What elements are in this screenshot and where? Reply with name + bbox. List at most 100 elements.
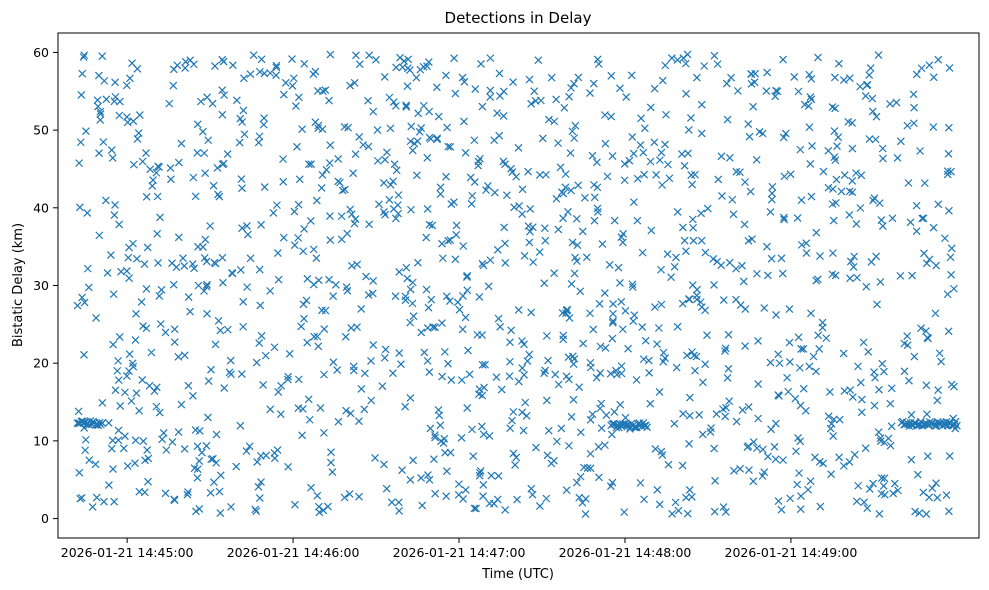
detection-point — [433, 135, 441, 144]
detection-point — [653, 485, 662, 494]
detection-point — [915, 509, 924, 518]
detection-point — [133, 135, 142, 143]
detection-point — [662, 110, 670, 119]
detection-point — [509, 407, 518, 416]
detection-point — [633, 174, 642, 183]
detection-point — [928, 484, 937, 493]
detection-point — [269, 209, 278, 217]
detection-point — [806, 159, 815, 168]
detection-point — [501, 239, 509, 248]
detection-point — [506, 424, 515, 433]
detection-point — [724, 364, 733, 373]
detection-point — [743, 443, 752, 452]
detection-point — [943, 290, 952, 299]
detection-point — [729, 466, 738, 475]
detection-point — [351, 150, 360, 159]
detection-point — [797, 345, 806, 353]
detection-point — [869, 479, 877, 488]
x-tick-label: 2026-01-21 14:45:00 — [61, 545, 194, 560]
detection-point — [605, 260, 614, 269]
detection-point — [359, 140, 368, 149]
detection-point — [218, 110, 227, 119]
detection-point — [922, 327, 930, 336]
detection-point — [596, 342, 605, 351]
detection-point — [745, 132, 754, 141]
detection-point — [116, 402, 125, 410]
detection-point — [343, 229, 352, 238]
detection-point — [560, 103, 569, 112]
detection-point — [917, 324, 925, 333]
detection-point — [663, 250, 672, 259]
detection-point — [449, 198, 458, 207]
detection-point — [924, 334, 932, 343]
detection-point — [397, 360, 405, 369]
detection-point — [298, 125, 307, 134]
detection-point — [518, 364, 527, 373]
detection-point — [554, 380, 563, 389]
detection-point — [739, 277, 748, 286]
detection-point — [825, 388, 834, 396]
detection-point — [848, 176, 857, 185]
detection-point — [333, 366, 342, 374]
detection-point — [628, 283, 637, 291]
detection-point — [929, 123, 938, 131]
detection-point — [312, 196, 321, 205]
detection-point — [279, 177, 288, 186]
detection-point — [407, 205, 415, 214]
detection-point — [408, 299, 417, 308]
detection-point — [98, 52, 107, 61]
detection-point — [117, 267, 125, 276]
detection-point — [380, 460, 388, 469]
detection-point — [75, 203, 84, 212]
detection-point — [505, 372, 514, 381]
detection-point — [874, 51, 883, 60]
detection-point — [290, 241, 299, 250]
detection-point — [952, 421, 961, 430]
detection-point — [944, 123, 953, 132]
detection-point — [525, 75, 534, 84]
detection-point — [351, 51, 360, 60]
detection-point — [749, 438, 758, 446]
detection-point — [442, 172, 450, 181]
detection-point — [805, 70, 814, 79]
detection-point — [478, 391, 487, 400]
detection-point — [595, 473, 603, 482]
detection-point — [576, 287, 585, 296]
detection-point — [334, 177, 343, 186]
detection-point — [80, 350, 88, 359]
detection-point — [876, 437, 885, 445]
detection-point — [166, 164, 175, 172]
detection-point — [872, 252, 881, 261]
detection-point — [688, 180, 697, 189]
detection-point — [294, 233, 303, 242]
detection-point — [679, 409, 687, 418]
detection-point — [572, 214, 581, 223]
detection-point — [303, 274, 312, 283]
detection-point — [860, 498, 868, 507]
detection-point — [485, 432, 494, 440]
detection-point — [795, 469, 803, 478]
detection-point — [536, 96, 545, 105]
detection-point — [774, 350, 783, 359]
detection-point — [154, 258, 162, 267]
detection-point — [322, 165, 331, 174]
detection-point — [257, 331, 266, 340]
detection-point — [486, 86, 495, 95]
detection-point — [861, 91, 870, 100]
detection-point — [589, 79, 598, 88]
detection-point — [824, 183, 833, 192]
detection-point — [793, 214, 802, 222]
detection-point — [337, 212, 346, 221]
detection-point — [279, 233, 288, 242]
detection-point — [572, 478, 581, 487]
detection-point — [468, 425, 476, 434]
detection-point — [815, 344, 824, 353]
detection-point — [340, 493, 349, 502]
detection-point — [257, 220, 265, 229]
detection-point — [909, 90, 918, 99]
detection-point — [601, 111, 609, 119]
detection-point — [395, 349, 404, 358]
detection-point — [318, 170, 327, 179]
detection-point — [554, 139, 562, 148]
detection-point — [193, 473, 202, 482]
